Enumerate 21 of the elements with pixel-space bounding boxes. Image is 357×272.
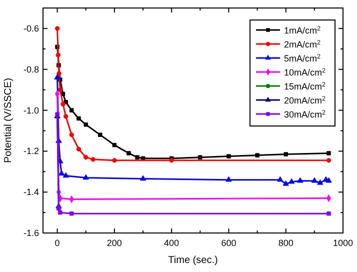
y-tick-label: -1.4 bbox=[23, 187, 39, 198]
legend-label: 15mA/cm$^{2}$ bbox=[284, 81, 326, 92]
x-tick-label: 200 bbox=[106, 238, 122, 248]
legend-label: 20mA/cm$^{2}$ bbox=[284, 95, 326, 106]
legend-label: 1mA/cm$^{2}$ bbox=[284, 25, 322, 36]
x-tick-label: 400 bbox=[164, 238, 180, 248]
legend-label: 30mA/cm$^{2}$ bbox=[284, 109, 326, 120]
x-tick-label: 0 bbox=[54, 238, 60, 248]
y-tick-label: -1.2 bbox=[23, 146, 39, 156]
x-tick-label: 1000 bbox=[332, 238, 354, 248]
x-axis-title: Time (sec.) bbox=[168, 255, 218, 266]
y-tick-label: -1.6 bbox=[23, 228, 39, 238]
legend-label: 5mA/cm$^{2}$ bbox=[284, 53, 322, 64]
y-axis-title: Potential (V/SSCE) bbox=[3, 78, 14, 164]
x-tick-label: 800 bbox=[278, 238, 294, 248]
y-tick-label: -1.0 bbox=[23, 105, 39, 116]
y-tick-label: -0.8 bbox=[23, 64, 39, 74]
legend-label: 2mA/cm$^{2}$ bbox=[284, 39, 322, 50]
x-tick-label: 600 bbox=[221, 238, 236, 248]
legend-label: 10mA/cm$^{2}$ bbox=[284, 67, 326, 78]
y-tick-label: -0.6 bbox=[23, 23, 39, 34]
